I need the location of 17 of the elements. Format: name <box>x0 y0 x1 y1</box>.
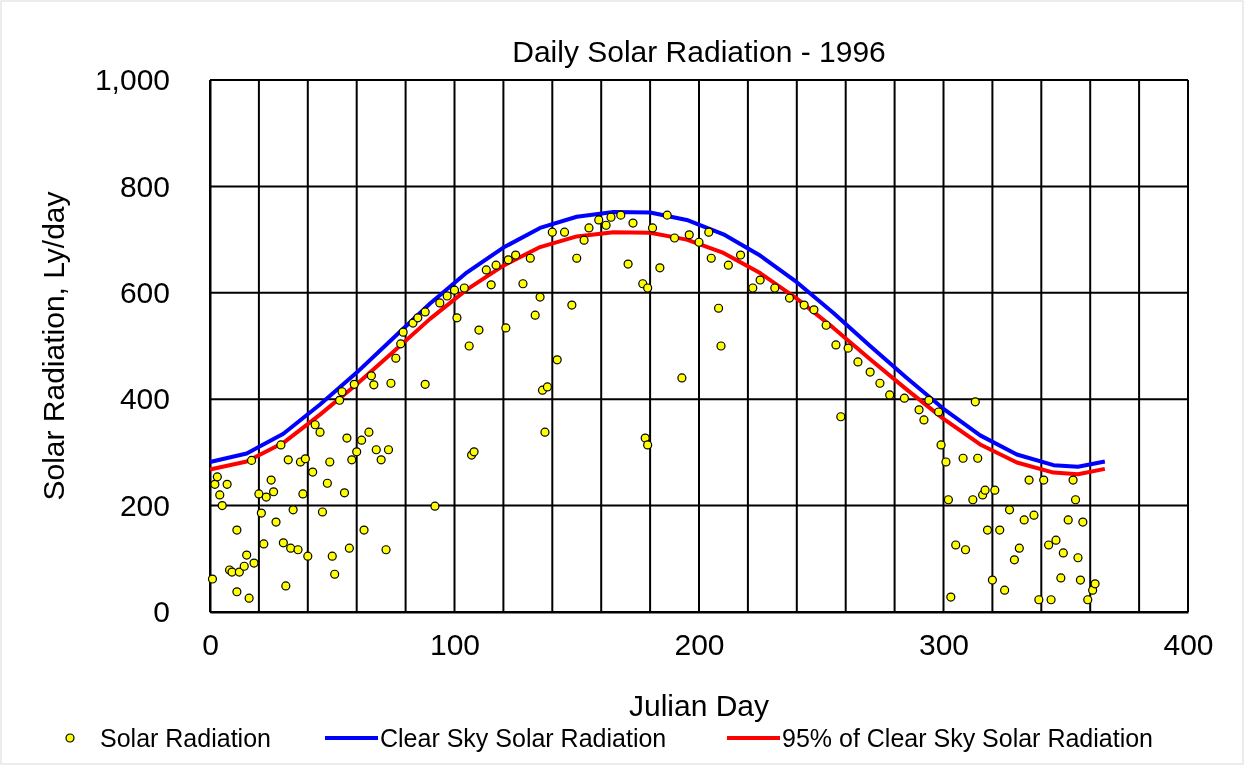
y-tick-label: 400 <box>119 382 170 416</box>
x-axis-title: Julian Day <box>628 689 770 722</box>
legend-label: 95% of Clear Sky Solar Radiation <box>782 724 1154 752</box>
y-tick-label: 1,000 <box>94 63 170 97</box>
x-tick-label: 0 <box>202 628 219 662</box>
x-tick-label: 300 <box>918 628 970 662</box>
x-tick-label: 200 <box>674 628 725 662</box>
legend-label: Solar Radiation <box>100 724 271 752</box>
y-tick-label: 800 <box>119 169 170 203</box>
y-tick-label: 0 <box>153 595 170 629</box>
y-tick-label: 200 <box>119 488 170 522</box>
y-tick-label: 600 <box>119 275 170 309</box>
legend-label: Clear Sky Solar Radiation <box>380 724 667 752</box>
x-tick-label: 100 <box>429 628 481 662</box>
x-tick-label: 400 <box>1163 628 1214 662</box>
y-axis-title: Solar Radiation, Ly/day <box>37 191 70 501</box>
chart-title: Daily Solar Radiation - 1996 <box>512 35 886 68</box>
